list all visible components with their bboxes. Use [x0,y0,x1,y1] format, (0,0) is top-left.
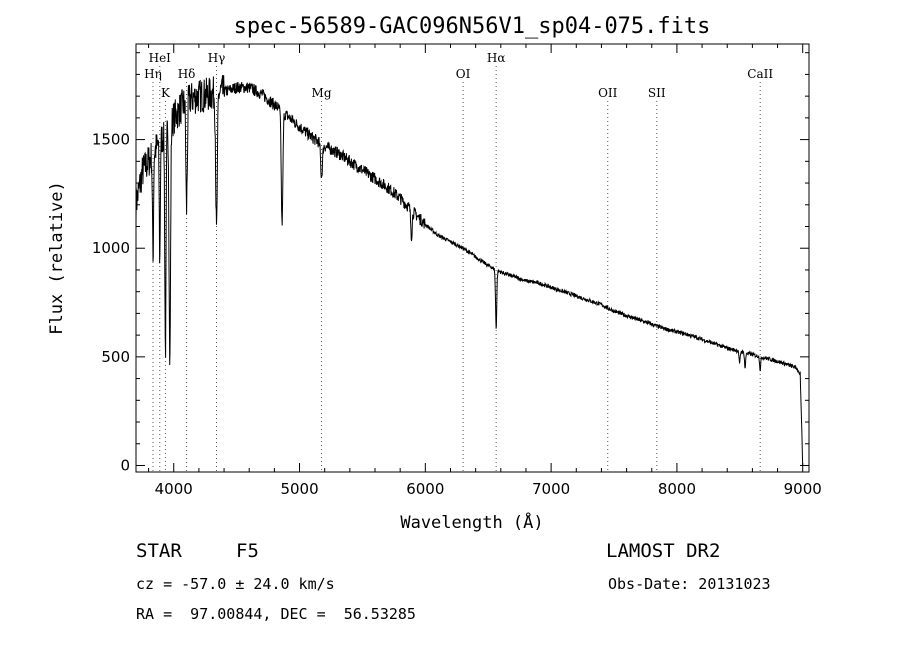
line-marker-label: Mg [312,86,332,100]
line-marker-group: Hη HeI K Hδ Hγ Mg OI Hα OII SII CaII [144,51,773,472]
line-marker-label: K [161,86,171,100]
axis-ticks: 4000 5000 6000 7000 8000 9000 0 500 1000 1500 [92,44,822,498]
line-marker-label: SII [648,86,666,100]
obs-date-text: Obs-Date: 20131023 [608,575,771,593]
line-marker-label: Hδ [178,67,196,81]
class-label: STAR [136,540,182,562]
coords-text: RA = 97.00844, DEC = 56.53285 [136,605,416,623]
subclass-label: F5 [236,540,259,562]
line-marker-label: Hη [144,67,162,81]
y-tick-label: 500 [101,348,130,366]
x-tick-label: 6000 [406,480,444,498]
survey-label: LAMOST DR2 [606,540,721,562]
line-marker-label: Hα [487,51,506,65]
line-marker-label: OII [598,86,618,100]
x-tick-label: 9000 [784,480,822,498]
x-tick-label: 7000 [532,480,570,498]
chart-title: spec-56589-GAC096N56V1_sp04-075.fits [234,14,711,39]
y-tick-label: 1500 [92,131,130,149]
line-marker-label: HeI [149,51,172,65]
y-tick-label: 0 [120,456,130,474]
line-marker-label: Hγ [208,51,226,65]
y-tick-label: 1000 [92,239,130,257]
x-tick-label: 5000 [280,480,318,498]
redshift-text: cz = -57.0 ± 24.0 km/s [136,575,335,593]
x-tick-label: 4000 [155,480,193,498]
x-tick-label: 8000 [658,480,696,498]
line-marker-label: OI [456,67,471,81]
line-marker-label: CaII [747,67,773,81]
spectrum-line [135,75,804,466]
y-axis-label: Flux (relative) [47,181,67,335]
plot-frame [135,43,810,473]
x-axis-label: Wavelength (Å) [400,511,543,533]
